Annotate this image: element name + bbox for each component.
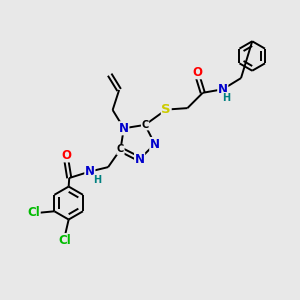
Text: Cl: Cl (59, 234, 71, 247)
Text: H: H (93, 175, 101, 185)
Text: O: O (192, 66, 203, 79)
Text: N: N (85, 165, 95, 178)
Text: C: C (117, 145, 124, 154)
Text: Cl: Cl (27, 206, 40, 219)
Text: O: O (61, 149, 71, 162)
Text: H: H (222, 92, 230, 103)
Text: N: N (150, 137, 160, 151)
Text: N: N (218, 83, 228, 96)
Text: N: N (119, 122, 129, 135)
Text: S: S (161, 103, 171, 116)
Text: N: N (135, 153, 145, 166)
Text: C: C (141, 120, 149, 130)
